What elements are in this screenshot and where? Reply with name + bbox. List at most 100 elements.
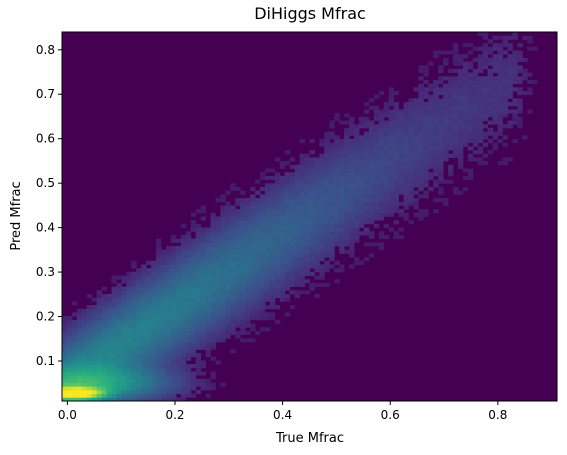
heatmap-cell (235, 201, 241, 206)
heatmap-cell (66, 367, 73, 372)
heatmap-cell (393, 153, 399, 158)
heatmap-cell (101, 389, 107, 395)
heatmap-cell (146, 323, 152, 328)
heatmap-cell (284, 150, 291, 155)
heatmap-cell (299, 172, 305, 177)
heatmap-cell (260, 186, 266, 192)
heatmap-cell (482, 32, 489, 37)
heatmap-cell (260, 172, 266, 177)
heatmap-cell (225, 190, 231, 195)
heatmap-cell (368, 105, 375, 110)
heatmap-cell (225, 330, 231, 335)
heatmap-cell (205, 378, 211, 383)
heatmap-cell (161, 341, 167, 347)
heatmap-cell (230, 227, 236, 232)
heatmap-cell (250, 268, 256, 273)
heatmap-cell (329, 161, 335, 166)
heatmap-cell (512, 68, 518, 73)
heatmap-cell (413, 87, 419, 92)
heatmap-cell (299, 212, 305, 217)
heatmap-cell (210, 286, 216, 291)
heatmap-cell (339, 220, 345, 225)
heatmap-cell (205, 319, 211, 324)
heatmap-cell (309, 220, 315, 225)
heatmap-cell (388, 183, 395, 188)
heatmap-cell (121, 353, 127, 358)
heatmap-cell (170, 389, 177, 395)
heatmap-cell (260, 297, 266, 302)
heatmap-cell (497, 161, 503, 166)
heatmap-cell (240, 308, 246, 313)
heatmap-cell (170, 375, 177, 380)
heatmap-cell (354, 190, 360, 195)
heatmap-cell (205, 316, 211, 321)
heatmap-cell (418, 168, 424, 173)
heatmap-cell (185, 349, 192, 354)
heatmap-cell (274, 286, 281, 291)
heatmap-cell (264, 312, 271, 317)
heatmap-cell (418, 65, 424, 70)
heatmap-cell (443, 157, 449, 162)
heatmap-cell (250, 275, 256, 280)
heatmap-cell (349, 139, 355, 144)
heatmap-cell (408, 175, 414, 180)
heatmap-cell (388, 127, 395, 133)
heatmap-cell (71, 319, 78, 324)
heatmap-cell (274, 238, 281, 243)
heatmap-cell (230, 216, 236, 221)
heatmap-cell (185, 316, 192, 321)
heatmap-cell (299, 205, 305, 210)
heatmap-cell (274, 183, 281, 188)
heatmap-cell (245, 293, 251, 299)
heatmap-cell (165, 353, 172, 358)
heatmap-cell (96, 345, 102, 350)
heatmap-cell (299, 246, 305, 251)
heatmap-cell (309, 190, 315, 195)
heatmap-cell (383, 209, 390, 214)
heatmap-cell (200, 316, 206, 321)
heatmap-cell (373, 164, 380, 169)
heatmap-cell (329, 194, 335, 199)
heatmap-cell (492, 83, 498, 88)
x-tick-label: 0.6 (381, 408, 400, 422)
heatmap-cell (289, 257, 296, 262)
heatmap-cell (319, 168, 325, 173)
heatmap-cell (309, 246, 315, 251)
heatmap-cell (235, 293, 241, 299)
heatmap-cell (388, 91, 395, 96)
heatmap-cell (458, 131, 464, 136)
heatmap-cell (116, 345, 122, 350)
heatmap-cell (398, 142, 404, 147)
heatmap-cell (492, 68, 498, 73)
heatmap-cell (354, 135, 360, 140)
heatmap-cell (294, 216, 300, 221)
heatmap-cell (195, 378, 201, 383)
heatmap-cell (438, 186, 444, 192)
heatmap-cell (423, 72, 429, 77)
heatmap-cell (225, 308, 231, 313)
heatmap-cell (250, 238, 256, 243)
heatmap-cell (349, 120, 355, 125)
heatmap-cell (289, 201, 296, 206)
heatmap-cell (289, 216, 296, 221)
heatmap-cell (527, 87, 533, 92)
heatmap-cell (116, 375, 122, 380)
heatmap-cell (225, 231, 231, 236)
heatmap-cell (472, 72, 479, 77)
heatmap-cell (230, 301, 236, 306)
heatmap-cell (502, 87, 508, 92)
heatmap-cell (200, 249, 206, 254)
heatmap-cell (329, 220, 335, 225)
heatmap-cell (161, 271, 167, 276)
heatmap-cell (324, 198, 330, 203)
heatmap-cell (279, 161, 286, 166)
heatmap-cell (517, 50, 523, 55)
heatmap-cell (175, 349, 182, 354)
heatmap-cell (165, 293, 172, 299)
heatmap-cell (462, 76, 469, 81)
heatmap-cell (225, 282, 231, 288)
heatmap-cell (81, 386, 88, 391)
heatmap-cell (462, 65, 469, 70)
heatmap-cell (220, 319, 226, 324)
heatmap-cell (279, 231, 286, 236)
